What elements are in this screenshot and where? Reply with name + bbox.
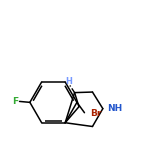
Text: F: F: [12, 97, 18, 106]
Text: Br: Br: [90, 109, 102, 118]
Text: NH: NH: [107, 104, 122, 113]
Text: H: H: [66, 77, 72, 86]
